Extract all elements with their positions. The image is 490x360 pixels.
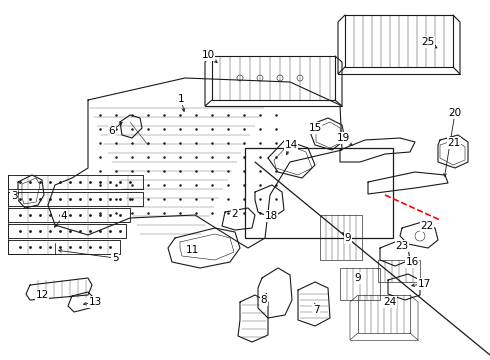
Text: 9: 9 xyxy=(344,233,351,243)
Text: 15: 15 xyxy=(308,123,321,133)
Text: 7: 7 xyxy=(313,305,319,315)
Text: 8: 8 xyxy=(261,295,268,305)
Text: 23: 23 xyxy=(395,241,409,251)
Text: 3: 3 xyxy=(11,191,17,201)
Text: 4: 4 xyxy=(61,211,67,221)
Text: 17: 17 xyxy=(417,279,431,289)
Bar xyxy=(345,15,453,67)
Text: 6: 6 xyxy=(109,126,115,136)
Text: 22: 22 xyxy=(420,221,434,231)
Text: 16: 16 xyxy=(405,257,418,267)
Text: 12: 12 xyxy=(35,290,49,300)
Bar xyxy=(340,268,380,300)
Text: 14: 14 xyxy=(284,140,297,150)
Text: 2: 2 xyxy=(232,209,238,219)
Text: 20: 20 xyxy=(448,108,462,118)
Bar xyxy=(320,215,362,260)
Bar xyxy=(378,260,420,282)
Text: 9: 9 xyxy=(355,273,361,283)
Text: 19: 19 xyxy=(336,133,350,143)
Text: 1: 1 xyxy=(178,94,184,104)
Text: 25: 25 xyxy=(421,37,435,47)
Text: 10: 10 xyxy=(201,50,215,60)
Bar xyxy=(245,148,393,238)
Text: 13: 13 xyxy=(88,297,101,307)
Text: 21: 21 xyxy=(447,138,461,148)
Text: 18: 18 xyxy=(265,211,278,221)
Text: 24: 24 xyxy=(383,297,396,307)
Text: 5: 5 xyxy=(112,253,118,263)
Bar xyxy=(358,295,410,333)
Text: 11: 11 xyxy=(185,245,198,255)
